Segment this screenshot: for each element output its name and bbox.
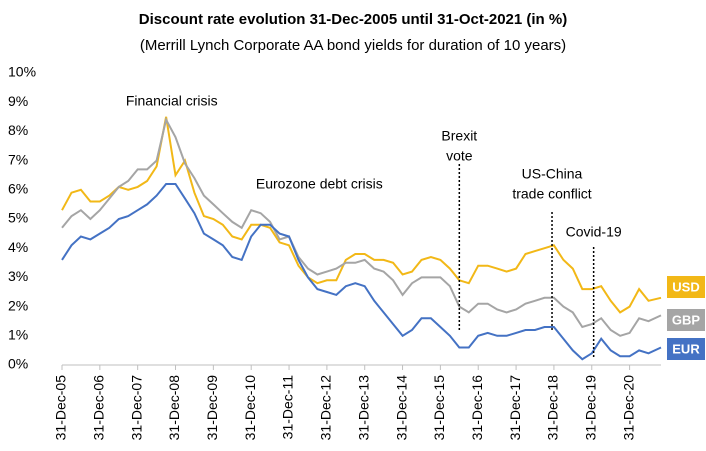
x-tick-label: 31-Dec-09 xyxy=(204,375,220,441)
y-tick-label: 1% xyxy=(8,327,28,343)
x-tick-label: 31-Dec-05 xyxy=(53,375,69,441)
legend-swatch xyxy=(667,338,705,360)
x-tick-label: 31-Dec-08 xyxy=(166,375,182,441)
annotation: Financial crisis xyxy=(126,93,218,109)
legend-label: GBP xyxy=(672,312,701,327)
y-tick-label: 4% xyxy=(8,239,28,255)
x-tick-label: 31-Dec-19 xyxy=(582,375,598,441)
annotation: Brexit xyxy=(441,128,477,144)
x-tick-label: 31-Dec-17 xyxy=(507,375,523,441)
x-tick-label: 31-Dec-15 xyxy=(431,375,447,441)
y-tick-label: 0% xyxy=(8,356,28,372)
x-tick-label: 31-Dec-14 xyxy=(393,375,409,441)
annotation: Covid-19 xyxy=(566,224,622,240)
legend-swatch xyxy=(667,309,705,331)
annotation: vote xyxy=(446,148,473,164)
legend-swatch xyxy=(667,276,705,298)
y-tick-label: 7% xyxy=(8,151,28,167)
chart-title: Discount rate evolution 31-Dec-2005 unti… xyxy=(139,11,567,28)
annotation: US-China xyxy=(522,166,583,182)
annotation: trade conflict xyxy=(512,186,591,202)
x-tick-label: 31-Dec-16 xyxy=(469,375,485,441)
y-tick-label: 5% xyxy=(8,210,28,226)
y-tick-label: 3% xyxy=(8,268,28,284)
y-tick-label: 8% xyxy=(8,122,28,138)
x-tick-label: 31-Dec-06 xyxy=(91,375,107,441)
series-line xyxy=(61,116,662,337)
y-tick-label: 2% xyxy=(8,297,28,313)
annotation: Eurozone debt crisis xyxy=(256,176,383,192)
y-tick-label: 6% xyxy=(8,181,28,197)
x-tick-label: 31-Dec-12 xyxy=(318,375,334,441)
y-tick-label: 9% xyxy=(8,93,28,109)
legend-label: USD xyxy=(672,279,699,294)
chart-subtitle: (Merrill Lynch Corporate AA bond yields … xyxy=(140,37,566,54)
x-tick-label: 31-Dec-18 xyxy=(545,375,561,441)
series-line xyxy=(61,183,662,361)
x-tick-label: 31-Dec-13 xyxy=(355,375,371,441)
legend-label: EUR xyxy=(672,341,700,356)
y-tick-label: 10% xyxy=(8,64,36,80)
x-tick-label: 31-Dec-11 xyxy=(280,375,296,440)
series-line xyxy=(61,116,662,314)
x-tick-label: 31-Dec-20 xyxy=(620,375,636,441)
x-tick-label: 31-Dec-10 xyxy=(242,375,258,441)
x-tick-label: 31-Dec-07 xyxy=(128,375,144,441)
